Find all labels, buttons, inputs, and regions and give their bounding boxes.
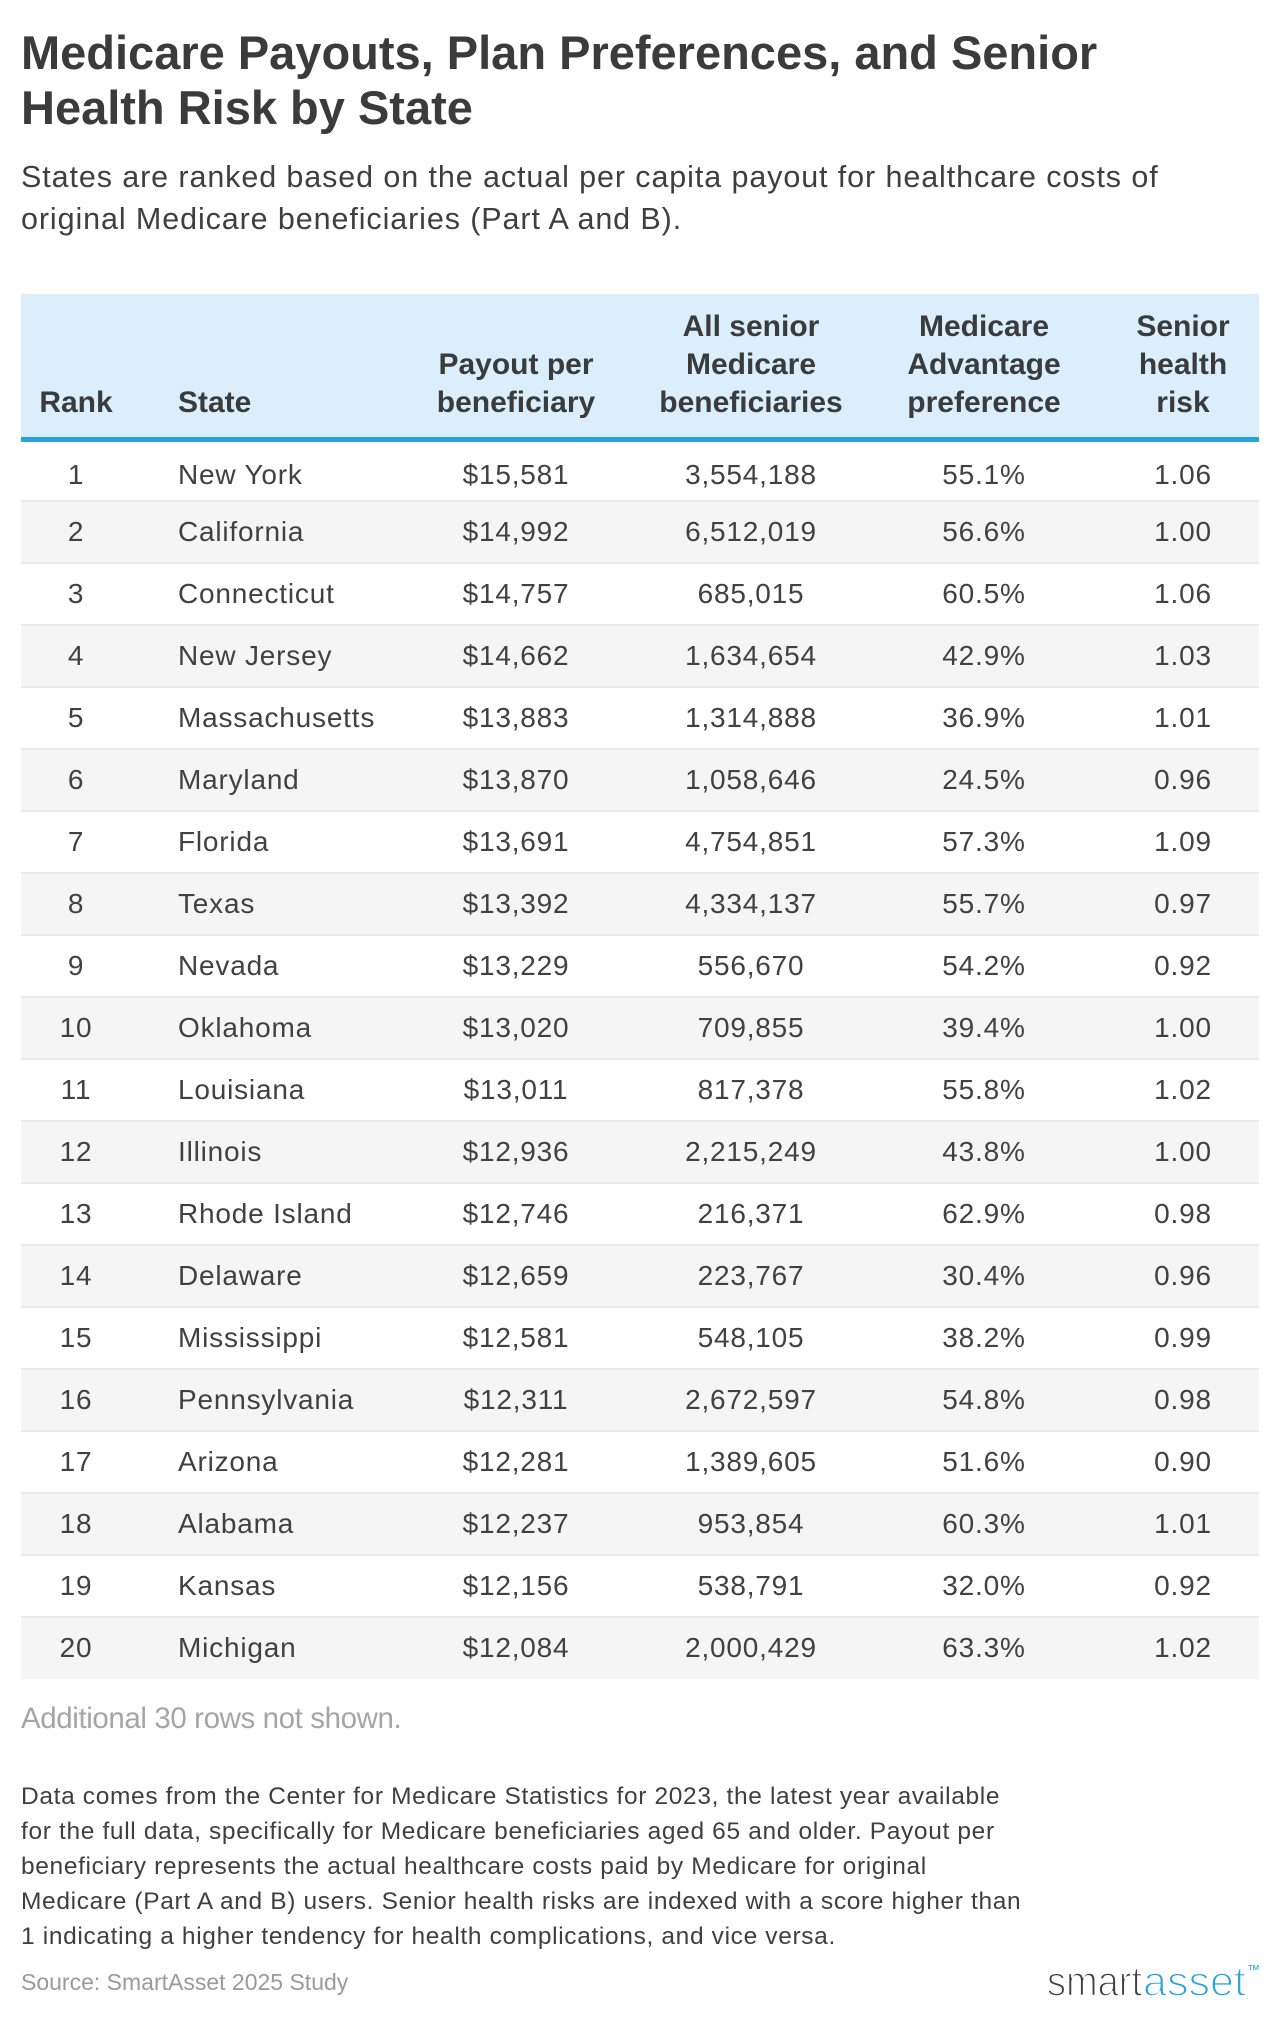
- svg-text:asset: asset: [1143, 1960, 1246, 2005]
- svg-text:smart: smart: [1047, 1960, 1142, 2005]
- svg-text:™: ™: [1247, 1962, 1259, 1977]
